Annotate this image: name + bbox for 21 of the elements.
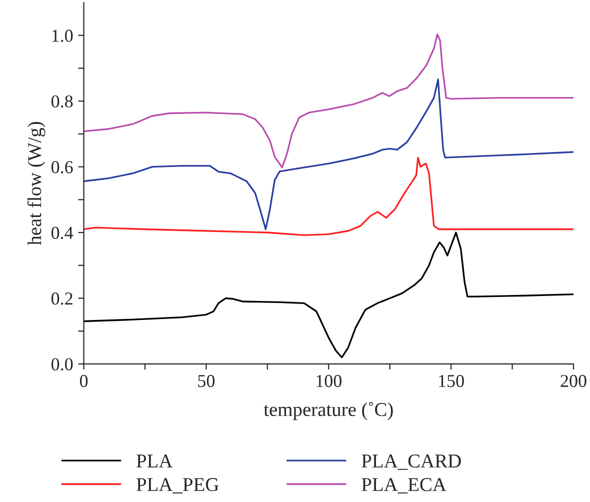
- line-series: [84, 78, 574, 230]
- y-tick-label: 0.0: [51, 358, 73, 370]
- x-tick-label: 100: [316, 374, 342, 388]
- x-tick-label: 200: [560, 374, 586, 388]
- x-tick-label: 150: [439, 374, 464, 388]
- legend-label: PLA: [136, 454, 173, 468]
- y-tick-label: 1.0: [52, 30, 73, 42]
- line-series: [84, 156, 574, 236]
- line-series: [84, 232, 574, 358]
- x-tick-label: 0: [80, 374, 88, 388]
- legend-label: PLA_CARD: [362, 454, 461, 470]
- y-tick-label: 0.4: [51, 226, 74, 240]
- legend-label: PLA_PEG: [136, 478, 219, 494]
- line-series: [84, 34, 574, 168]
- x-tick-label: 50: [198, 374, 215, 388]
- y-tick-label: 0.6: [51, 161, 73, 174]
- legend-label: PLA_ECA: [362, 478, 446, 494]
- y-tick-label: 0.8: [51, 95, 73, 108]
- y-axis-title: heat flow (W/g): [27, 122, 46, 246]
- x-axis-title: temperature (˚C): [264, 402, 393, 420]
- y-tick-label: 0.2: [51, 292, 72, 305]
